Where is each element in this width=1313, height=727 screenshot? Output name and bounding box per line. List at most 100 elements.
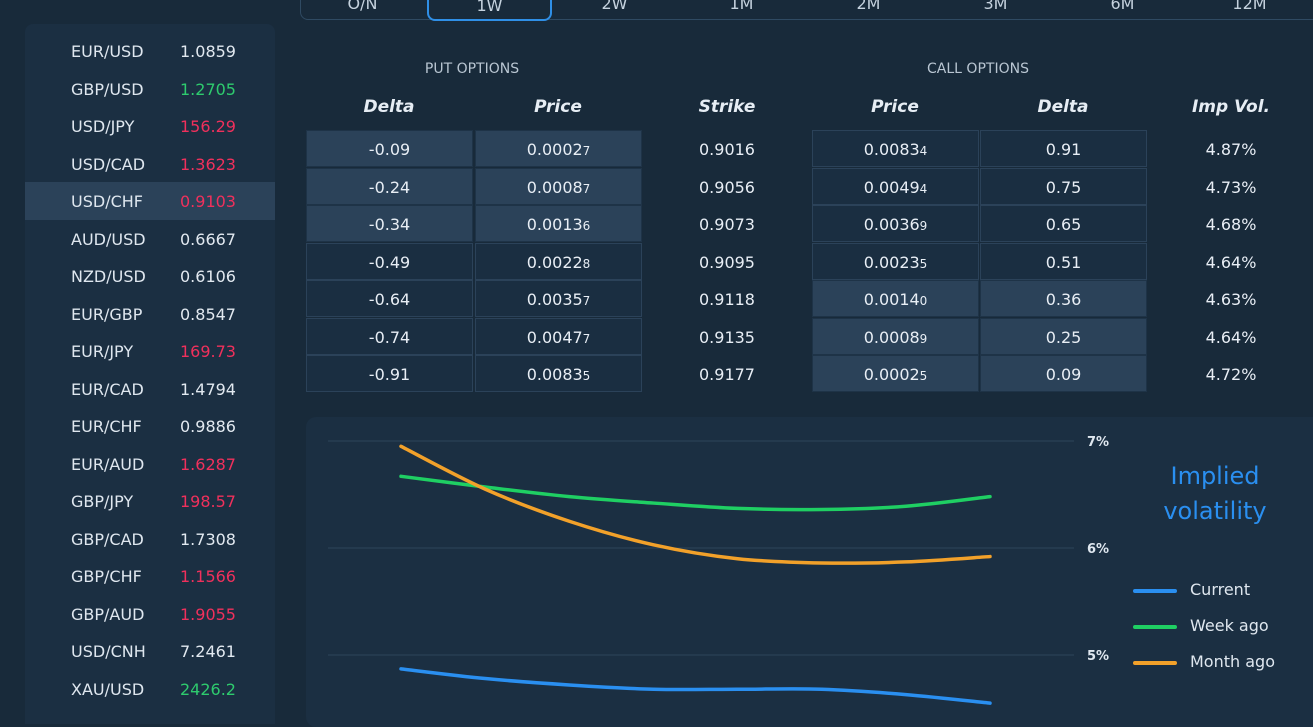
currency-pair-row[interactable]: USD/CAD 1.3623: [25, 145, 275, 183]
call-price-cell[interactable]: 0.00369: [812, 205, 979, 242]
chart-title: Implied volatility: [1163, 462, 1267, 525]
pair-rate: 2426.2: [180, 679, 236, 699]
put-price-cell[interactable]: 0.00087: [475, 167, 642, 205]
put-delta-cell[interactable]: -0.09: [306, 130, 473, 167]
currency-pair-row[interactable]: GBP/AUD 1.9055: [25, 595, 275, 633]
call-price-cell[interactable]: 0.00834: [812, 130, 979, 167]
call-delta-cell[interactable]: 0.36: [980, 280, 1147, 317]
currency-pair-row[interactable]: EUR/CAD 1.4794: [25, 370, 275, 408]
pair-name: GBP/AUD: [71, 604, 145, 624]
call-price-cell[interactable]: 0.00089: [812, 317, 979, 355]
put-delta-cell[interactable]: -0.91: [306, 355, 473, 392]
pair-rate: 1.0859: [180, 42, 236, 61]
put-price-cell[interactable]: 0.00357: [475, 280, 642, 317]
strike-cell: 0.9073: [644, 206, 810, 243]
tab-tenor[interactable]: 6M: [1110, 0, 1135, 13]
price-pip-digit: 9: [919, 219, 928, 233]
value-text: 0.0036: [863, 215, 920, 234]
put-delta-cell[interactable]: -0.64: [306, 280, 473, 317]
currency-pair-row[interactable]: GBP/CAD 1.7308: [25, 520, 275, 558]
pair-rate: 0.9103: [180, 192, 236, 211]
call-price-cell[interactable]: 0.00025: [812, 355, 979, 392]
pair-name: EUR/GBP: [71, 304, 143, 324]
tab-tenor[interactable]: 2W: [601, 0, 628, 13]
pair-name: EUR/AUD: [71, 454, 145, 474]
strike-cell: 0.9095: [644, 244, 810, 281]
currency-pair-row[interactable]: XAU/USD 2426.2: [25, 670, 275, 708]
currency-pair-row[interactable]: NZD/USD 0.6106: [25, 257, 275, 295]
tab-tenor[interactable]: 1W: [427, 0, 552, 21]
call-price-cell[interactable]: 0.00235: [812, 242, 979, 280]
value-text: 0.51: [1045, 252, 1082, 272]
call-price-cell[interactable]: 0.00140: [812, 280, 979, 317]
value-text: 0.0022: [526, 252, 583, 272]
call-delta-cell[interactable]: 0.09: [980, 355, 1147, 392]
pair-rate: 1.1566: [180, 567, 236, 586]
currency-pair-row[interactable]: AUD/USD 0.6667: [25, 220, 275, 258]
pair-rate: 0.8547: [180, 304, 236, 324]
pair-name: EUR/USD: [71, 42, 144, 61]
value-text: 0.0002: [863, 365, 920, 384]
currency-pair-row[interactable]: USD/JPY 156.29: [25, 107, 275, 145]
put-delta-cell[interactable]: -0.49: [306, 242, 473, 280]
value-text: 4.73%: [1205, 177, 1257, 197]
value-text: -0.91: [368, 365, 411, 384]
value-text: 4.64%: [1205, 327, 1257, 347]
tab-tenor[interactable]: 1M: [729, 0, 754, 13]
legend-swatch: [1133, 589, 1177, 593]
value-text: 0.65: [1045, 215, 1082, 234]
call-delta-cell[interactable]: 0.51: [980, 242, 1147, 280]
put-delta-cell[interactable]: -0.24: [306, 167, 473, 205]
call-delta-cell[interactable]: 0.75: [980, 167, 1147, 205]
tab-tenor[interactable]: 2M: [856, 0, 881, 13]
pair-rate: 198.57: [180, 492, 236, 511]
currency-pair-row[interactable]: GBP/USD 1.2705: [25, 70, 275, 108]
pair-name: USD/CHF: [71, 192, 143, 211]
legend-label: Month ago: [1190, 652, 1275, 671]
legend-swatch: [1133, 625, 1177, 629]
series-line-week-ago: [399, 474, 992, 512]
value-text: 0.36: [1045, 290, 1082, 309]
volatility-chart: 7% 6% 5%: [328, 435, 1109, 705]
tab-tenor[interactable]: 3M: [983, 0, 1008, 13]
tab-tenor[interactable]: 12M: [1232, 0, 1267, 13]
value-text: 0.0049: [863, 177, 920, 197]
put-price-cell[interactable]: 0.00228: [475, 242, 642, 280]
pair-rate: 7.2461: [180, 642, 236, 661]
value-text: 0.9135: [699, 327, 755, 347]
strike-cell: 0.9118: [644, 281, 810, 318]
price-pip-digit: 7: [582, 294, 591, 308]
currency-pair-row[interactable]: USD/CHF 0.9103: [25, 182, 275, 220]
pair-rate: 0.6667: [180, 229, 236, 249]
call-delta-cell[interactable]: 0.91: [980, 130, 1147, 167]
pair-name: GBP/JPY: [71, 492, 134, 511]
put-delta-cell[interactable]: -0.34: [306, 205, 473, 242]
currency-pair-row[interactable]: EUR/JPY 169.73: [25, 332, 275, 370]
pair-name: EUR/CHF: [71, 417, 142, 436]
call-price-cell[interactable]: 0.00494: [812, 167, 979, 205]
currency-pair-row[interactable]: GBP/CHF 1.1566: [25, 557, 275, 595]
currency-pair-row[interactable]: EUR/CHF 0.9886: [25, 407, 275, 445]
value-text: 0.0083: [863, 140, 920, 159]
value-text: 4.87%: [1205, 140, 1257, 159]
legend-swatch: [1133, 661, 1177, 665]
put-delta-cell[interactable]: -0.74: [306, 317, 473, 355]
currency-pair-row[interactable]: EUR/AUD 1.6287: [25, 445, 275, 483]
price-pip-digit: 7: [582, 181, 591, 196]
currency-pair-row[interactable]: GBP/JPY 198.57: [25, 482, 275, 520]
value-text: 0.0008: [526, 177, 583, 197]
call-delta-cell[interactable]: 0.25: [980, 317, 1147, 355]
put-price-cell[interactable]: 0.00136: [475, 205, 642, 242]
put-price-cell[interactable]: 0.00835: [475, 355, 642, 392]
put-price-cell[interactable]: 0.00027: [475, 130, 642, 167]
currency-pair-row[interactable]: EUR/GBP 0.8547: [25, 295, 275, 333]
value-text: 0.9073: [699, 215, 755, 234]
tab-tenor[interactable]: O/N: [347, 0, 378, 13]
currency-pair-row[interactable]: EUR/USD 1.0859: [25, 32, 275, 70]
put-price-cell[interactable]: 0.00477: [475, 317, 642, 355]
strike-cell: 0.9135: [644, 319, 810, 356]
currency-pair-row[interactable]: USD/CNH 7.2461: [25, 632, 275, 670]
pair-rate: 1.9055: [180, 604, 236, 624]
value-text: 0.0023: [863, 252, 920, 272]
call-delta-cell[interactable]: 0.65: [980, 205, 1147, 242]
